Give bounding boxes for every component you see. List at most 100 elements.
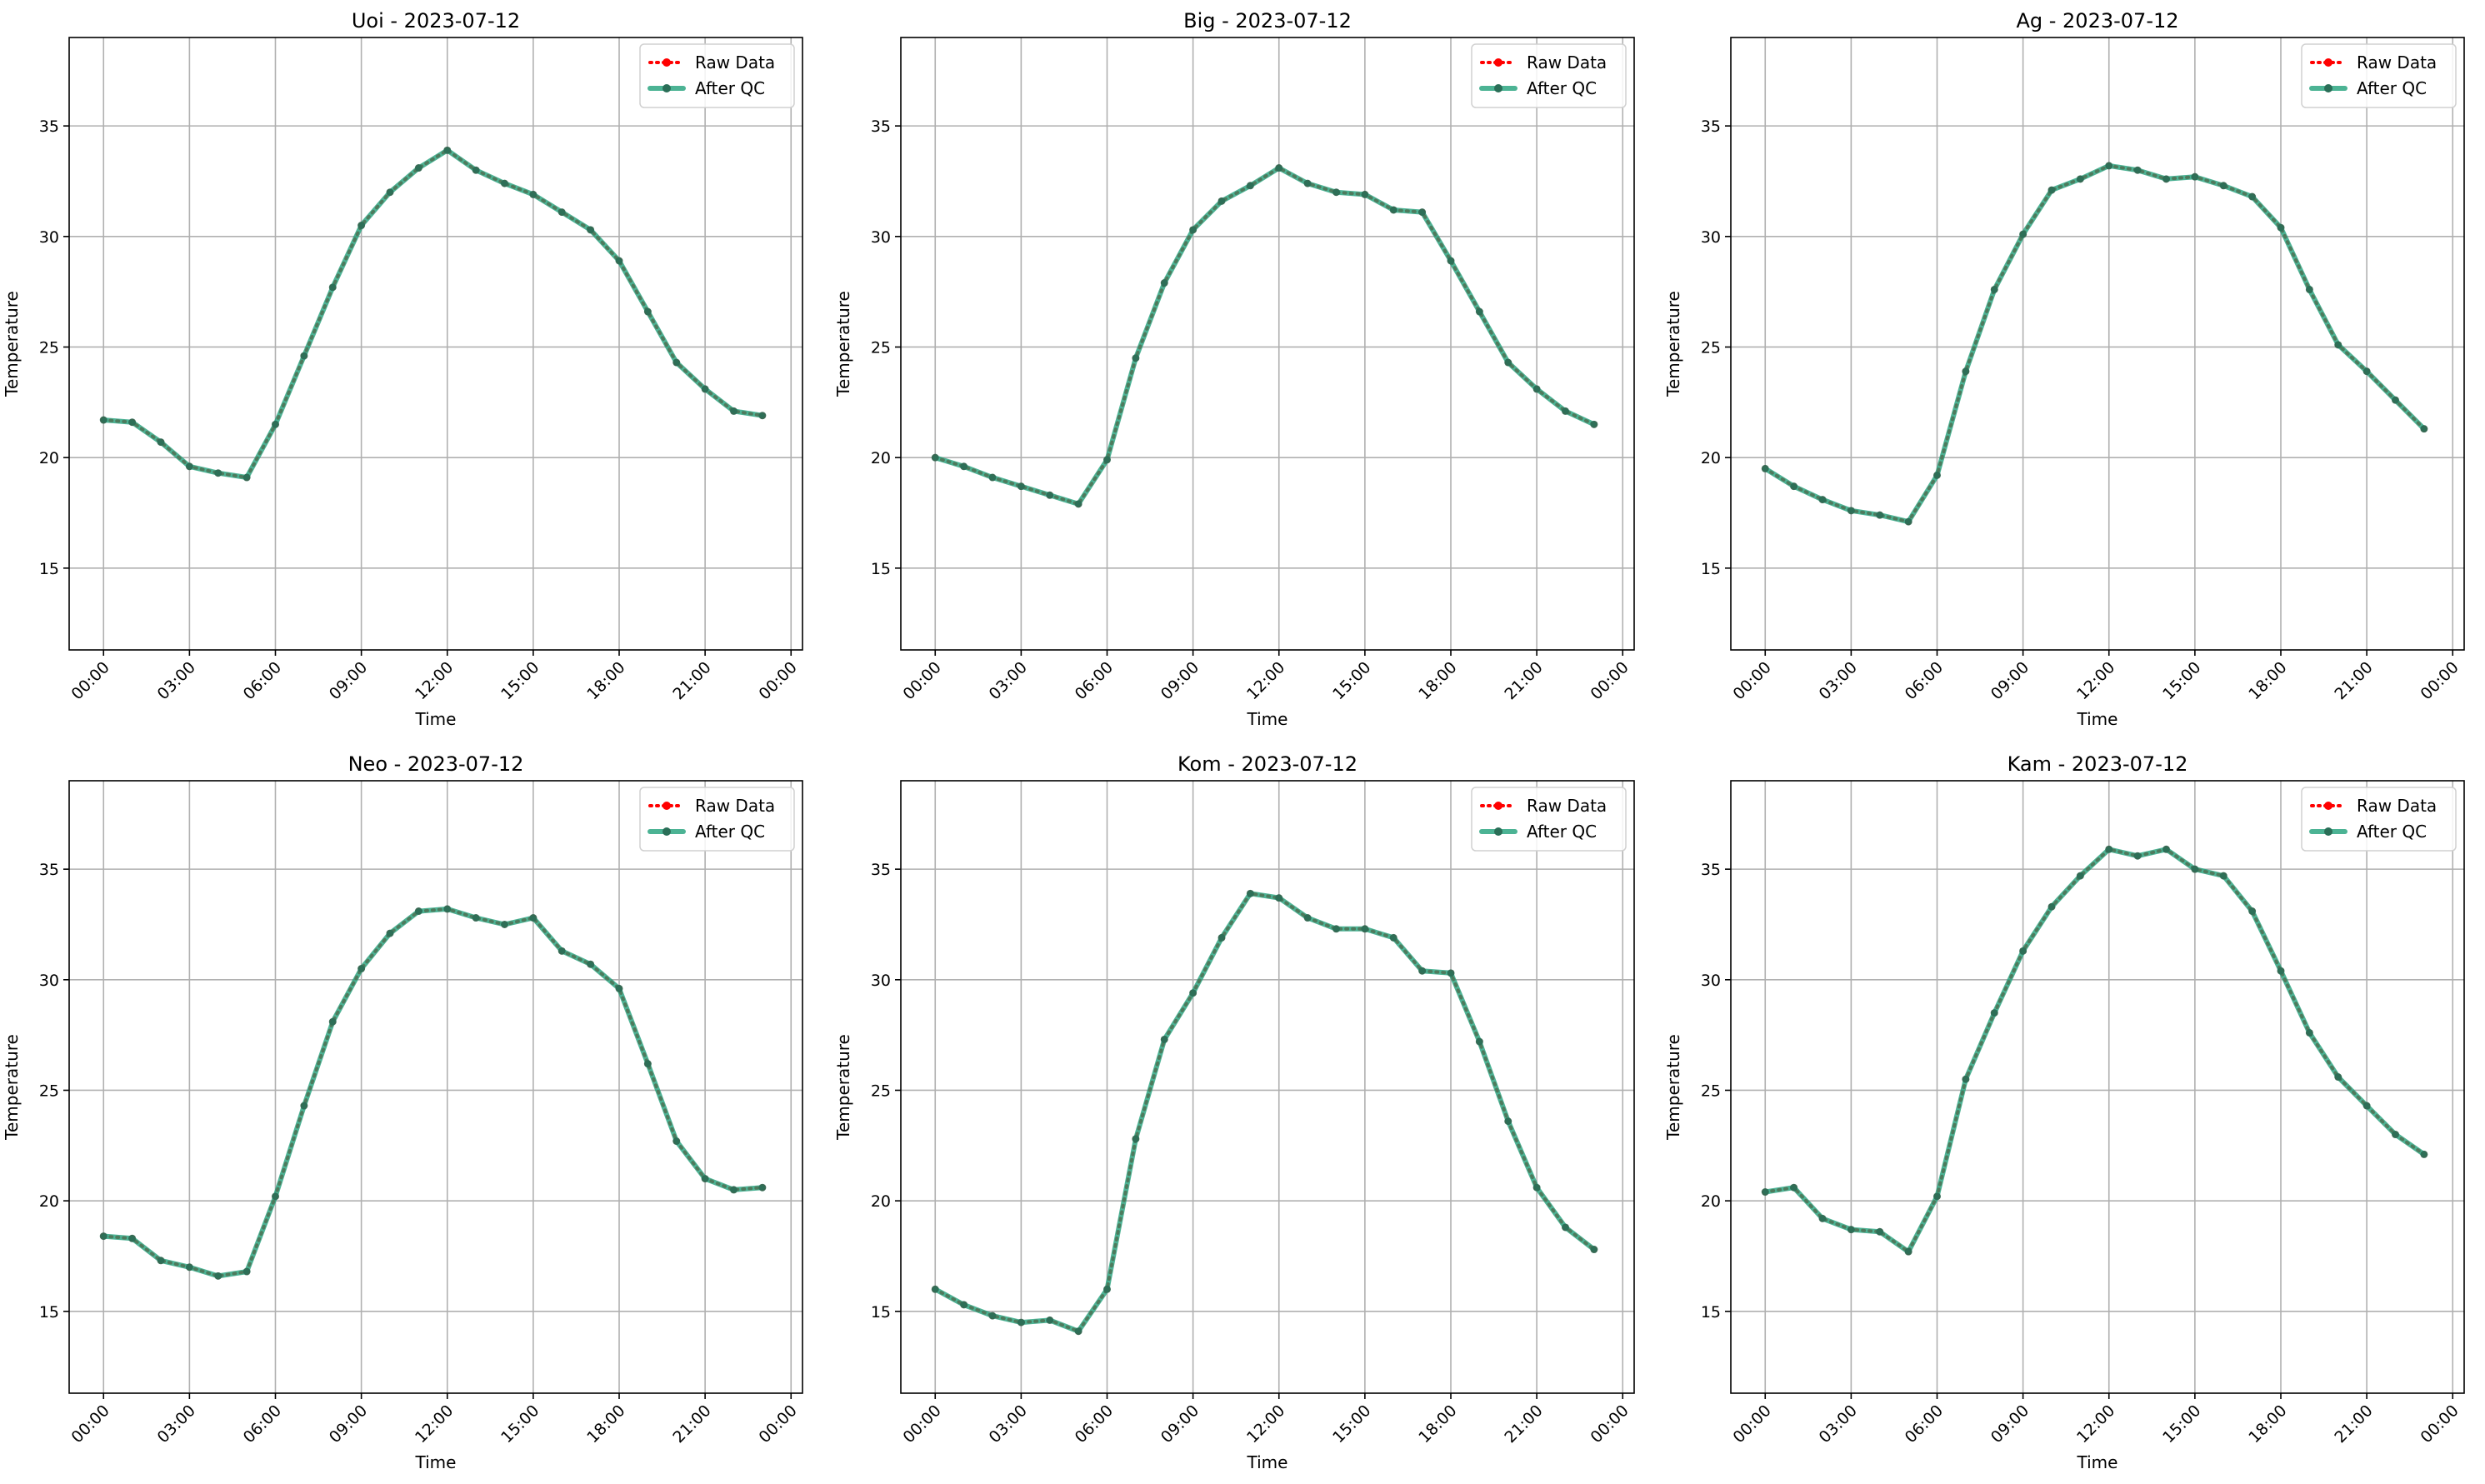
raw-data-line	[1763, 847, 2426, 1254]
after-qc-line	[1762, 162, 2427, 525]
after-qc-point	[615, 257, 623, 265]
after-qc-point	[1160, 1035, 1168, 1043]
x-tick-label: 06:00	[1072, 1402, 1117, 1447]
after-qc-point	[1847, 1226, 1855, 1234]
after-qc-point	[1933, 1192, 1941, 1201]
after-qc-point	[1418, 967, 1427, 975]
after-qc-point	[1017, 1318, 1025, 1327]
after-qc-point	[2420, 425, 2428, 433]
after-qc-point	[1246, 182, 1254, 190]
x-tick-label: 15:00	[2159, 1402, 2204, 1447]
legend-box	[2301, 43, 2457, 108]
after-qc-point	[988, 1312, 997, 1320]
axes-frame	[1730, 780, 2465, 1394]
after-qc-point	[2392, 1131, 2399, 1139]
raw-data-line	[1763, 163, 2426, 524]
after-qc-point	[1761, 464, 1769, 472]
after-qc-point	[328, 283, 337, 292]
after-qc-point	[99, 416, 108, 424]
legend-box	[1471, 787, 1627, 852]
after-qc-point	[1189, 989, 1198, 997]
after-qc-point	[1160, 279, 1168, 287]
after-qc-point	[615, 984, 623, 992]
x-tick-label: 00:00	[2418, 1402, 2462, 1447]
after-qc-point	[1303, 914, 1312, 922]
x-tick-label: 12:00	[2073, 1402, 2118, 1447]
after-qc-point	[2420, 1150, 2428, 1158]
legend-raw-label: Raw Data	[1527, 796, 1607, 816]
y-tick-label: 15	[39, 1303, 59, 1322]
chart-title: Big - 2023-07-12	[1183, 9, 1352, 32]
after-qc-point	[758, 1183, 767, 1192]
x-tick-label: 00:00	[1588, 1402, 1632, 1447]
y-axis-label: Temperature	[1663, 291, 1683, 397]
after-qc-point	[386, 188, 394, 197]
x-tick-label: 00:00	[1730, 658, 1775, 703]
after-qc-point	[272, 420, 279, 428]
legend-qc-label: After QC	[2357, 78, 2427, 98]
after-qc-point	[1074, 1327, 1082, 1336]
after-qc-point	[1590, 1246, 1598, 1254]
chart-panel: Neo - 2023-07-12 15 20 25 30 35 00:00 03:00 06:0…	[2, 752, 803, 1472]
after-qc-point	[672, 1137, 681, 1146]
x-tick-label: 21:00	[1501, 1402, 1546, 1447]
y-tick-label: 25	[1701, 338, 1721, 357]
after-qc-point	[1962, 367, 1970, 376]
y-tick-label: 30	[1701, 228, 1721, 247]
x-tick-label: 15:00	[1329, 1402, 1374, 1447]
after-qc-point	[300, 1102, 308, 1110]
legend-qc-label: After QC	[695, 78, 765, 98]
x-tick-label: 18:00	[583, 1402, 628, 1447]
after-qc-point	[1103, 1285, 1111, 1293]
after-qc-point	[2362, 1102, 2371, 1110]
after-qc-point	[386, 929, 394, 937]
legend-box	[639, 43, 795, 108]
after-qc-point	[157, 1257, 165, 1265]
x-tick-label: 03:00	[986, 1402, 1031, 1447]
x-tick-label: 09:00	[1158, 658, 1202, 703]
after-qc-point	[2076, 175, 2084, 183]
after-qc-point	[1361, 925, 1369, 933]
after-qc-point	[1132, 354, 1140, 362]
chart-panel: Ag - 2023-07-12 15 20 25 30 35 00:00 03:00 06:00…	[1663, 9, 2465, 729]
after-qc-point	[501, 920, 508, 928]
after-qc-point	[2334, 1073, 2342, 1082]
after-qc-point	[2019, 947, 2028, 955]
after-qc-point	[1532, 1183, 1541, 1192]
after-qc-point	[1017, 482, 1025, 491]
after-qc-point	[414, 164, 422, 172]
after-qc-point	[242, 1267, 251, 1276]
after-qc-point	[443, 146, 452, 154]
after-qc-point	[643, 307, 652, 316]
after-qc-point	[1761, 1188, 1769, 1197]
after-qc-point	[1074, 500, 1082, 508]
x-tick-label: 09:00	[326, 658, 371, 703]
x-tick-label: 06:00	[1902, 1402, 1947, 1447]
x-tick-label: 15:00	[1329, 658, 1374, 703]
after-qc-point	[701, 385, 709, 393]
y-tick-label: 20	[39, 449, 59, 467]
x-axis-label: Time	[1247, 709, 1288, 729]
chart-panel: Uoi - 2023-07-12 15 20 25 30 35 00:00 03:00 06:0…	[2, 9, 803, 729]
after-qc-point	[758, 412, 767, 420]
legend-raw-marker	[662, 802, 671, 810]
after-qc-point	[1046, 491, 1054, 499]
after-qc-point	[672, 358, 681, 367]
x-tick-label: 18:00	[1415, 1402, 1460, 1447]
axes-frame	[68, 37, 803, 651]
after-qc-point	[960, 1301, 968, 1309]
x-tick-label: 00:00	[1588, 658, 1632, 703]
legend-box	[2301, 787, 2457, 852]
y-axis-label: Temperature	[1663, 1034, 1683, 1141]
after-qc-point	[99, 1232, 108, 1241]
after-qc-point	[1990, 285, 1998, 293]
after-qc-point	[1933, 471, 1941, 479]
after-qc-point	[2305, 1028, 2313, 1037]
after-qc-point	[1847, 507, 1855, 515]
x-tick-label: 00:00	[900, 1402, 945, 1447]
axes-frame	[68, 780, 803, 1394]
after-qc-point	[1818, 1214, 1827, 1222]
legend-box	[639, 787, 795, 852]
after-qc-point	[501, 179, 508, 187]
